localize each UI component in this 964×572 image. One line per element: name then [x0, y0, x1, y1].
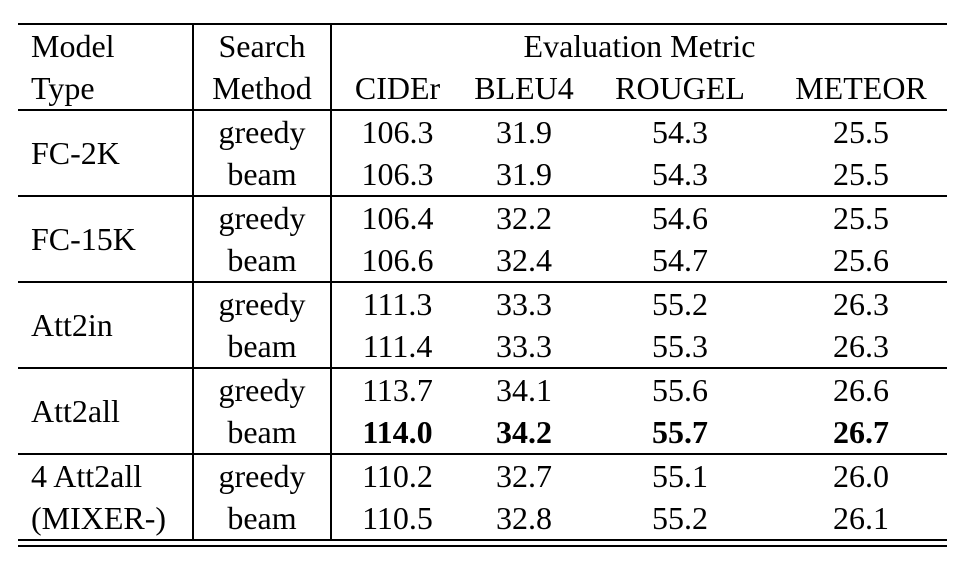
search-method-cell: greedy: [193, 453, 332, 497]
metric-value: 110.2: [331, 453, 463, 497]
table-row: FC-15K greedy 106.4 32.2 54.6 25.5: [18, 195, 947, 282]
metric-value: 26.6: [775, 367, 947, 411]
metric-value: 110.5: [362, 500, 433, 536]
table-body: FC-2K greedy 106.3 31.9 54.3 25.5 beam 1…: [18, 110, 947, 540]
header-row-metrics: CIDEr BLEU4 ROUGEL METEOR: [18, 67, 947, 110]
metric-value: 106.3: [361, 156, 434, 192]
header-search-method: Search Method: [193, 24, 332, 110]
metric-value: 54.7: [652, 242, 708, 278]
metric-value: 34.1: [463, 367, 585, 411]
model-name: Att2in: [18, 281, 194, 368]
metric-value: 54.3: [652, 156, 708, 192]
search-method-cell: beam: [193, 411, 332, 454]
search-method-cell: greedy: [193, 195, 332, 239]
model-name: Att2all: [18, 367, 194, 454]
table-row: beam 110.5 32.8 55.2 26.1: [18, 497, 947, 540]
search-method-cell: beam: [193, 325, 332, 368]
metric-value: 26.0: [775, 453, 947, 497]
header-metric-cider: CIDEr: [354, 70, 441, 106]
table-row: beam 106.6 32.4 54.7 25.6: [18, 239, 947, 282]
model-name: 4 Att2all (MIXER-): [18, 453, 194, 540]
metric-value-best: 26.7: [833, 414, 889, 450]
search-method-cell: greedy: [193, 367, 332, 411]
metric-value: 55.6: [585, 367, 775, 411]
header-model-type: Model Type: [18, 24, 194, 110]
table-row: beam 114.0 34.2 55.7 26.7: [18, 411, 947, 454]
metric-value: 33.3: [463, 281, 585, 325]
metric-value: 25.5: [833, 114, 889, 150]
metric-value: 55.2: [585, 281, 775, 325]
search-method-cell: greedy: [193, 281, 332, 325]
metric-value: 26.3: [775, 281, 947, 325]
search-method-cell: beam: [193, 497, 332, 540]
search-method-cell: greedy: [193, 110, 332, 153]
metric-value: 55.1: [585, 453, 775, 497]
metric-value: 54.3: [652, 114, 708, 150]
table-row: beam 106.3 31.9 54.3 25.5: [18, 153, 947, 196]
metric-value: 25.5: [775, 195, 947, 239]
metric-value: 111.3: [331, 281, 463, 325]
metric-value: 32.7: [463, 453, 585, 497]
metric-value: 111.4: [362, 328, 433, 364]
metric-value: 31.9: [496, 156, 552, 192]
metric-value: 33.3: [496, 328, 552, 364]
table-row: Att2in greedy 111.3 33.3 55.2 26.3: [18, 281, 947, 368]
header-metric-rougel: ROUGEL: [615, 70, 745, 106]
metric-value: 32.2: [463, 195, 585, 239]
metric-value: 32.4: [496, 242, 552, 278]
metric-value: 55.2: [652, 500, 708, 536]
model-name: FC-2K: [18, 110, 194, 196]
table-row: FC-2K greedy 106.3 31.9 54.3 25.5: [18, 110, 947, 196]
results-table-wrapper: Model Type Search Method Evaluation Metr…: [18, 23, 947, 547]
metric-value-best: 114.0: [362, 414, 433, 450]
metric-value: 25.5: [833, 156, 889, 192]
metric-value: 26.1: [833, 500, 889, 536]
table-row: 4 Att2all (MIXER-) greedy 110.2 32.7 55.…: [18, 453, 947, 540]
table-row: Att2all greedy 113.7 34.1 55.6 26.6: [18, 367, 947, 454]
header-metric-bleu4: BLEU4: [474, 70, 574, 106]
table-header: Model Type Search Method Evaluation Metr…: [18, 24, 947, 110]
search-method-cell: beam: [193, 239, 332, 282]
metric-value: 106.6: [361, 242, 434, 278]
metric-value: 106.4: [331, 195, 463, 239]
metric-value: 25.6: [833, 242, 889, 278]
metric-value: 54.6: [585, 195, 775, 239]
search-method-cell: beam: [193, 153, 332, 196]
header-row-top: Model Type Search Method Evaluation Metr…: [18, 24, 947, 110]
metric-value: 106.3: [361, 114, 434, 150]
model-name: FC-15K: [18, 195, 194, 282]
metric-value-best: 55.7: [652, 414, 708, 450]
header-evaluation-metric: Evaluation Metric: [523, 28, 756, 64]
metric-value-best: 34.2: [496, 414, 552, 450]
metric-value: 55.3: [652, 328, 708, 364]
metric-value: 32.8: [496, 500, 552, 536]
metric-value: 26.3: [833, 328, 889, 364]
table-row: beam 111.4 33.3 55.3 26.3: [18, 325, 947, 368]
results-table: Model Type Search Method Evaluation Metr…: [18, 23, 947, 541]
metric-value: 113.7: [331, 367, 463, 411]
header-metric-meteor: METEOR: [795, 70, 927, 106]
metric-value: 31.9: [496, 114, 552, 150]
